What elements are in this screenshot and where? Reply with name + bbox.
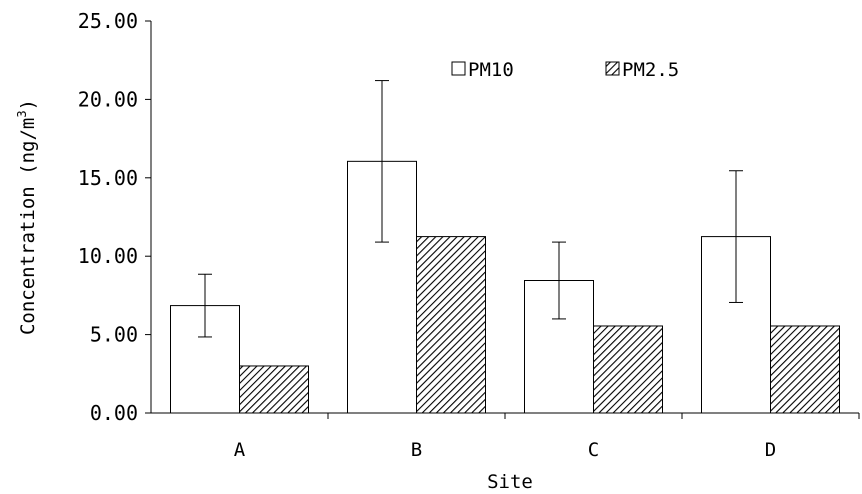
bar-pm25-d [770, 325, 840, 414]
bars-layer [170, 160, 840, 414]
y-axis-title-main: Concentration (ng/m [17, 118, 39, 335]
axes-layer [145, 20, 860, 419]
bar-pm25-b [416, 236, 486, 414]
x-axis-title: Site [487, 471, 533, 493]
y-tick-label: 15.00 [78, 166, 138, 190]
bar-pm25-c [593, 325, 663, 414]
legend-label-pm10: PM10 [468, 59, 514, 81]
bar-pm25-a [239, 365, 309, 414]
error-bar-pm10-d [729, 170, 743, 303]
error-bar-pm10-a [198, 273, 212, 338]
x-tick-label-c: C [588, 439, 599, 461]
error-bar-pm10-b [375, 80, 389, 243]
x-category-labels: A B C D [234, 439, 776, 461]
error-bars-layer [198, 80, 743, 338]
y-axis-title-superscript: 3 [15, 110, 29, 117]
x-tick-label-d: D [765, 439, 776, 461]
y-tick-labels: 0.00 5.00 10.00 15.00 20.00 25.00 [78, 9, 138, 425]
x-tick-label-b: B [411, 439, 422, 461]
y-tick-label: 25.00 [78, 9, 138, 33]
y-tick-label: 20.00 [78, 87, 138, 111]
legend-swatch-pm10 [451, 61, 466, 76]
y-axis-title-close: ) [17, 99, 39, 110]
legend-label-pm25: PM2.5 [622, 59, 679, 81]
y-tick-label: 5.00 [90, 323, 138, 347]
error-bar-pm10-c [552, 241, 566, 320]
y-axis-title: Concentration (ng/m3) [15, 99, 39, 335]
legend: PM10 PM2.5 [451, 59, 679, 81]
legend-swatch-pm25 [605, 61, 620, 76]
x-tick-label-a: A [234, 439, 246, 461]
y-tick-label: 0.00 [90, 401, 138, 425]
y-tick-label: 10.00 [78, 244, 138, 268]
